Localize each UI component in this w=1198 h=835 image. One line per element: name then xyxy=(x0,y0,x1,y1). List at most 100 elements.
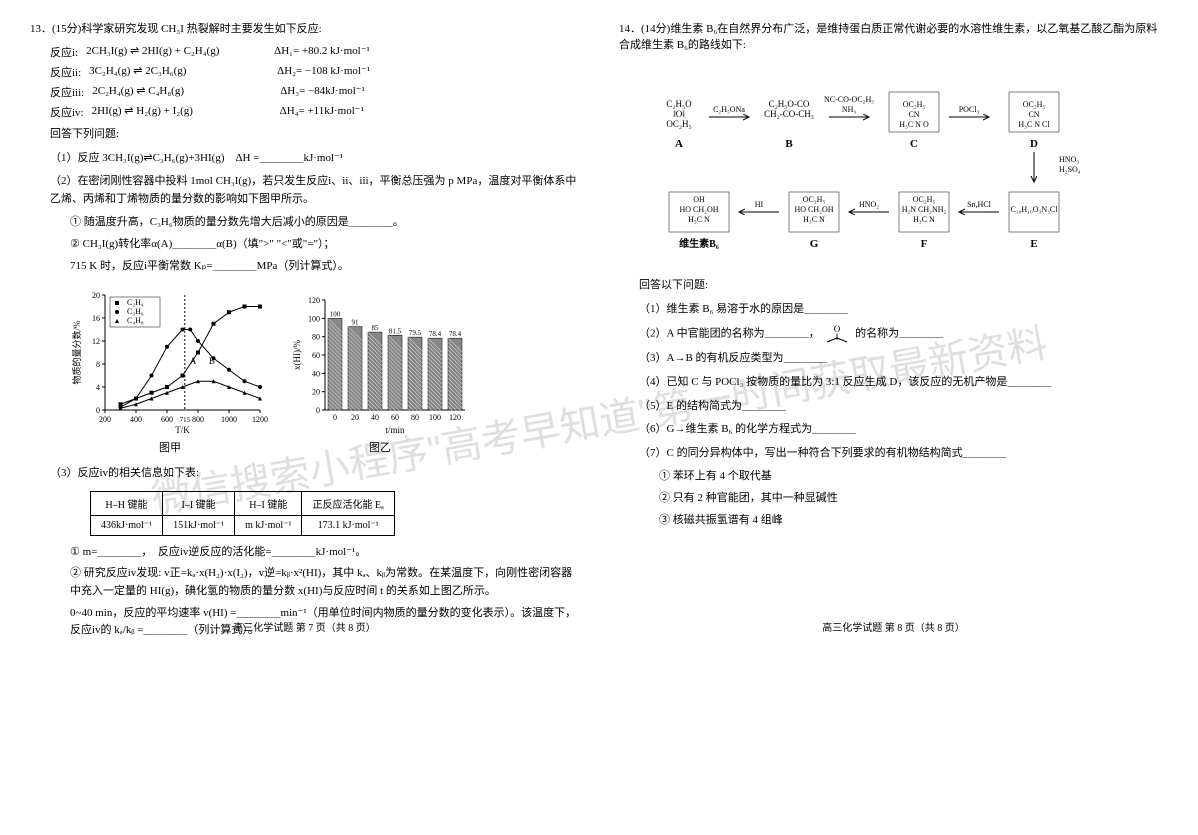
svg-text:800: 800 xyxy=(192,415,204,424)
q13-sub3-1: ① m=＿＿＿＿， 反应iv逆反应的活化能=＿＿＿＿kJ·mol⁻¹。 xyxy=(70,544,579,562)
table-cell: 151kJ·mol⁻¹ xyxy=(163,515,235,535)
svg-text:80: 80 xyxy=(411,413,419,422)
page7-footer: 高三化学试题 第 7 页（共 8 页） xyxy=(30,619,579,634)
svg-text:‖: ‖ xyxy=(836,332,839,342)
q14-sub2b: 的名称为＿＿＿＿ xyxy=(855,328,943,340)
svg-text:NH₃: NH₃ xyxy=(842,105,857,114)
svg-text:B: B xyxy=(785,138,793,150)
svg-text:78.4: 78.4 xyxy=(449,330,462,338)
svg-text:F: F xyxy=(921,238,928,250)
svg-text:HO CH₂OH: HO CH₂OH xyxy=(794,205,833,214)
synthesis-scheme: C₂H₅O ‖O‖ OC₂H₅ A C₂H₅ONa C₂H₅O-CO CH₂-C… xyxy=(639,62,1168,267)
svg-text:CN: CN xyxy=(908,110,919,119)
q13-sub2-2: ② CH₃I(g)转化率α(A)＿＿＿＿α(B)（填">" "<"或"="）； xyxy=(70,236,579,254)
svg-text:120: 120 xyxy=(449,413,461,422)
chart1-label: 图甲 xyxy=(159,439,181,455)
table-cell: 436kJ·mol⁻¹ xyxy=(91,515,163,535)
svg-text:8: 8 xyxy=(96,360,100,369)
q13-header: 13．(15分)科学家研究发现 CH₃I 热裂解时主要发生如下反应: xyxy=(30,20,579,36)
svg-text:1000: 1000 xyxy=(221,415,237,424)
svg-text:60: 60 xyxy=(391,413,399,422)
reaction-label: 反应iv: xyxy=(50,104,84,120)
svg-text:A: A xyxy=(190,356,197,366)
svg-text:91: 91 xyxy=(352,319,360,327)
table-cell: 正反应活化能 Eₐ xyxy=(302,491,394,515)
q13-sub3: （3）反应iv的相关信息如下表: xyxy=(50,465,579,483)
svg-text:120: 120 xyxy=(308,296,320,305)
svg-text:POCl₃: POCl₃ xyxy=(959,105,980,114)
reaction-dh: ΔH₂= −108 kJ·mol⁻¹ xyxy=(277,64,370,80)
q13-sub3-2: ② 研究反应iv发现: v正=kₐ·x(H₂)·x(I₂)，v逆=kᵦ·x²(H… xyxy=(70,565,579,600)
svg-text:OC₂H₅: OC₂H₅ xyxy=(803,195,826,204)
svg-text:HNO₃: HNO₃ xyxy=(1059,155,1079,164)
table-header-row: H–H 键能 I–I 键能 H–I 键能 正反应活化能 Eₐ xyxy=(91,491,395,515)
svg-text:H₃C N O: H₃C N O xyxy=(899,120,929,129)
svg-text:12: 12 xyxy=(92,337,100,346)
svg-text:1200: 1200 xyxy=(252,415,268,424)
svg-text:20: 20 xyxy=(351,413,359,422)
svg-text:79.5: 79.5 xyxy=(409,329,422,337)
answer-prompt: 回答下列问题: xyxy=(50,126,579,144)
chart2-svg: 02040608010012010009120854081.56079.5807… xyxy=(290,285,470,435)
svg-text:H₃C N: H₃C N xyxy=(688,215,710,224)
reaction-eq: 2C₂H₄(g) ⇌ C₄H₈(g) xyxy=(92,84,272,100)
q13-sub2-1: ① 随温度升高，C₃H₆物质的量分数先增大后减小的原因是＿＿＿＿。 xyxy=(70,214,579,232)
svg-text:D: D xyxy=(1030,138,1038,150)
svg-text:OC₂H₅: OC₂H₅ xyxy=(903,100,926,109)
svg-text:A: A xyxy=(675,138,683,150)
svg-text:HI: HI xyxy=(755,200,764,209)
reaction-dh: ΔH₃= −84kJ·mol⁻¹ xyxy=(280,84,365,100)
reaction-label: 反应ii: xyxy=(50,64,81,80)
table-cell: m kJ·mol⁻¹ xyxy=(235,515,302,535)
ketone-icon: O ‖ xyxy=(822,324,852,344)
page-8: 14．(14分)维生素 B₆在自然界分布广泛，是维持蛋白质正常代谢必要的水溶性维… xyxy=(619,20,1168,644)
svg-text:100: 100 xyxy=(308,314,320,323)
svg-text:40: 40 xyxy=(312,369,320,378)
reaction-eq: 2HI(g) ⇌ H₂(g) + I₂(g) xyxy=(92,104,272,120)
svg-text:物质的量分数/%: 物质的量分数/% xyxy=(71,320,82,385)
svg-text:400: 400 xyxy=(130,415,142,424)
svg-text:T/K: T/K xyxy=(175,425,190,435)
q13-sub2: （2）在密闭刚性容器中投料 1mol CH₃I(g)，若只发生反应i、ii、ii… xyxy=(50,173,579,208)
reaction-iv: 反应iv: 2HI(g) ⇌ H₂(g) + I₂(g) ΔH₄= +11kJ·… xyxy=(50,104,579,120)
q14-sub1: （1）维生素 B₆ 易溶于水的原因是＿＿＿＿ xyxy=(639,301,1168,319)
svg-text:600: 600 xyxy=(161,415,173,424)
reaction-eq: 3C₂H₄(g) ⇌ 2C₃H₆(g) xyxy=(89,64,269,80)
svg-text:100: 100 xyxy=(330,310,341,318)
svg-text:20: 20 xyxy=(312,388,320,397)
q14-header: 14．(14分)维生素 B₆在自然界分布广泛，是维持蛋白质正常代谢必要的水溶性维… xyxy=(619,20,1168,52)
svg-text:H₃C N: H₃C N xyxy=(913,215,935,224)
svg-text:C₂H₄: C₂H₄ xyxy=(127,298,144,307)
reaction-dh: ΔH₁= +80.2 kJ·mol⁻¹ xyxy=(274,44,370,60)
svg-text:80: 80 xyxy=(312,333,320,342)
q14-sub7: （7）C 的同分异构体中，写出一种符合下列要求的有机物结构简式＿＿＿＿ xyxy=(639,445,1168,463)
svg-text:100: 100 xyxy=(429,413,441,422)
q14-sub2: （2）A 中官能团的名称为＿＿＿＿， O ‖ 的名称为＿＿＿＿ xyxy=(639,324,1168,344)
table-cell: I–I 键能 xyxy=(163,491,235,515)
svg-text:H₃C N: H₃C N xyxy=(803,215,825,224)
svg-text:x(HI)/%: x(HI)/% xyxy=(292,340,302,370)
svg-text:C: C xyxy=(910,138,918,150)
svg-text:OH: OH xyxy=(693,195,705,204)
svg-text:t/min: t/min xyxy=(385,425,405,435)
q14-answer-prompt: 回答以下问题: xyxy=(639,277,1168,295)
svg-text:CN: CN xyxy=(1028,110,1039,119)
svg-text:200: 200 xyxy=(99,415,111,424)
chart2-box: 02040608010012010009120854081.56079.5807… xyxy=(290,285,470,455)
q14-sub7-1: ① 苯环上有 4 个取代基 xyxy=(659,468,1168,486)
scheme-svg: C₂H₅O ‖O‖ OC₂H₅ A C₂H₅ONa C₂H₅O-CO CH₂-C… xyxy=(639,62,1159,262)
chart2-label: 图乙 xyxy=(369,439,391,455)
svg-text:16: 16 xyxy=(92,314,100,323)
chart1-box: 20040060080010001200048121620T/K物质的量分数/%… xyxy=(70,285,270,455)
svg-text:OC₂H₅: OC₂H₅ xyxy=(1023,100,1046,109)
svg-text:Sn,HCl: Sn,HCl xyxy=(967,200,992,209)
svg-text:0: 0 xyxy=(96,406,100,415)
svg-text:C₂H₅O-CO: C₂H₅O-CO xyxy=(769,99,810,109)
svg-text:CH₂-CO-CH₃: CH₂-CO-CH₃ xyxy=(764,109,814,119)
svg-text:0: 0 xyxy=(333,413,337,422)
svg-text:HNO₂: HNO₂ xyxy=(859,200,879,209)
reaction-label: 反应i: xyxy=(50,44,78,60)
svg-text:0: 0 xyxy=(316,406,320,415)
svg-text:78.4: 78.4 xyxy=(429,330,442,338)
bond-energy-table: H–H 键能 I–I 键能 H–I 键能 正反应活化能 Eₐ 436kJ·mol… xyxy=(90,491,395,536)
